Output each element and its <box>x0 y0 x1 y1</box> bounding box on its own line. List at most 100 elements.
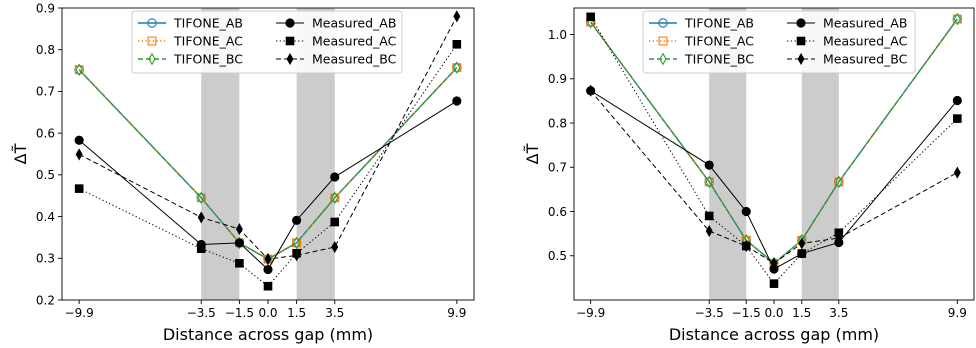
y-tick-label: 0.6 <box>548 205 567 219</box>
data-point-measured-ab <box>952 95 962 106</box>
legend-label: TIFONE_AC <box>173 34 243 49</box>
legend-label: Measured_BC <box>312 52 397 67</box>
legend-label: TIFONE_AC <box>684 34 754 49</box>
data-point-tifone-ac <box>74 65 84 75</box>
data-point-measured-bc <box>75 148 83 161</box>
data-point-tifone-bc <box>292 236 301 250</box>
data-point-measured-bc <box>453 10 461 23</box>
legend-label: Measured_AB <box>823 16 907 31</box>
data-point-measured-ab <box>292 215 302 225</box>
legend-label: Measured_AC <box>312 34 397 49</box>
x-axis-label: Distance across gap (mm) <box>669 325 879 344</box>
data-point-measured-ac <box>330 217 340 227</box>
legend-marker <box>148 52 156 66</box>
data-point-measured-ac <box>74 184 84 193</box>
data-point-measured-bc <box>331 240 339 254</box>
data-point-tifone-bc <box>835 175 843 189</box>
x-tick-label: −3.5 <box>187 306 216 320</box>
data-point-tifone-ac <box>196 193 206 203</box>
x-tick-label: 1.5 <box>287 306 306 320</box>
legend-marker <box>285 36 295 46</box>
data-point-tifone-bc <box>953 12 961 26</box>
data-point-measured-ab <box>234 238 244 248</box>
data-point-tifone-bc <box>331 191 339 205</box>
data-point-measured-ac <box>196 244 206 253</box>
x-tick-label: 0.0 <box>258 306 277 320</box>
data-point-measured-bc <box>197 211 205 224</box>
legend-box <box>642 10 916 74</box>
legend-marker <box>147 36 157 46</box>
data-point-measured-ac <box>586 12 595 22</box>
data-point-measured-bc <box>953 166 961 179</box>
legend-marker <box>659 52 667 66</box>
data-point-measured-bc <box>742 239 750 253</box>
data-point-measured-ac <box>797 249 807 258</box>
data-point-tifone-ac <box>952 14 962 24</box>
data-point-tifone-ac <box>704 177 714 187</box>
y-tick-label: 0.8 <box>548 116 567 130</box>
legend-label: Measured_AC <box>823 34 908 49</box>
y-axis-label: ΔT̃ <box>523 143 542 164</box>
legend-marker <box>286 52 294 66</box>
x-tick-label: −1.5 <box>225 306 254 320</box>
legend-label: Measured_BC <box>823 52 908 67</box>
data-point-tifone-bc <box>705 175 713 189</box>
y-axis-label: ΔT̃ <box>11 143 30 164</box>
legend-marker <box>285 18 295 28</box>
data-point-measured-ab <box>452 96 462 106</box>
legend-label: TIFONE_AB <box>173 16 243 31</box>
data-point-measured-ac <box>704 211 714 221</box>
chart-panel-1: −9.9 −3.5 −1.5 0.0 1.5 3.5 9.9 0.2 0.3 0.4 0.5 0.6 0… <box>11 1 475 344</box>
y-tick-label: 0.9 <box>548 72 567 86</box>
legend: TIFONE_AB TIFONE_AC TIFONE_BC Measured_AB Me… <box>642 10 916 74</box>
legend-label: TIFONE_BC <box>173 52 243 67</box>
data-point-tifone-bc <box>75 63 83 77</box>
data-point-measured-ab <box>704 160 714 170</box>
data-point-measured-bc <box>264 253 272 266</box>
data-point-tifone-bc <box>197 191 205 205</box>
series-line-measured-bc <box>590 90 958 264</box>
y-tick-label: 0.6 <box>36 126 55 140</box>
data-point-measured-ab <box>330 172 340 182</box>
data-point-measured-ac <box>769 279 779 288</box>
data-point-measured-ab <box>741 206 751 217</box>
data-point-measured-bc <box>235 223 243 236</box>
y-tick-label: 1.0 <box>548 28 567 42</box>
series-line-measured-ac <box>78 44 458 287</box>
data-point-measured-ac <box>953 114 962 123</box>
x-tick-label: 3.5 <box>829 306 848 320</box>
y-tick-label: 0.5 <box>36 168 55 182</box>
legend-label: Measured_AB <box>312 16 396 31</box>
legend-label: TIFONE_BC <box>684 52 754 67</box>
data-point-measured-bc <box>587 84 595 97</box>
data-point-tifone-ac <box>452 63 462 73</box>
legend: TIFONE_AB TIFONE_AC TIFONE_BC Measured_AB Me… <box>131 10 403 74</box>
legend-marker <box>658 36 668 46</box>
series-line-tifone-ab <box>78 67 458 260</box>
data-point-measured-bc <box>705 224 713 238</box>
y-tick-label: 0.7 <box>548 161 567 175</box>
x-tick-label: −9.9 <box>65 306 94 320</box>
x-tick-label: 1.5 <box>792 306 811 320</box>
legend-marker <box>796 36 806 46</box>
data-point-tifone-ac <box>330 193 340 203</box>
data-point-tifone-ac <box>292 238 302 248</box>
x-axis-label: Distance across gap (mm) <box>163 325 373 344</box>
data-point-measured-ab <box>74 135 84 145</box>
series-line-measured-ab <box>590 90 958 270</box>
data-point-measured-ac <box>452 39 462 49</box>
y-tick-label: 0.3 <box>36 252 55 266</box>
y-tick-label: 0.2 <box>36 293 55 307</box>
y-tick-label: 0.8 <box>36 43 55 57</box>
legend-marker <box>658 18 668 28</box>
x-tick-label: −1.5 <box>732 306 761 320</box>
legend-marker <box>147 18 157 28</box>
legend-box <box>131 10 403 74</box>
y-tick-label: 0.7 <box>36 85 55 99</box>
x-tick-label: 3.5 <box>325 306 344 320</box>
y-tick-label: 0.9 <box>36 1 55 15</box>
data-point-measured-ac <box>263 281 273 291</box>
data-point-measured-bc <box>835 232 843 245</box>
series-line-tifone-bc <box>78 67 458 260</box>
